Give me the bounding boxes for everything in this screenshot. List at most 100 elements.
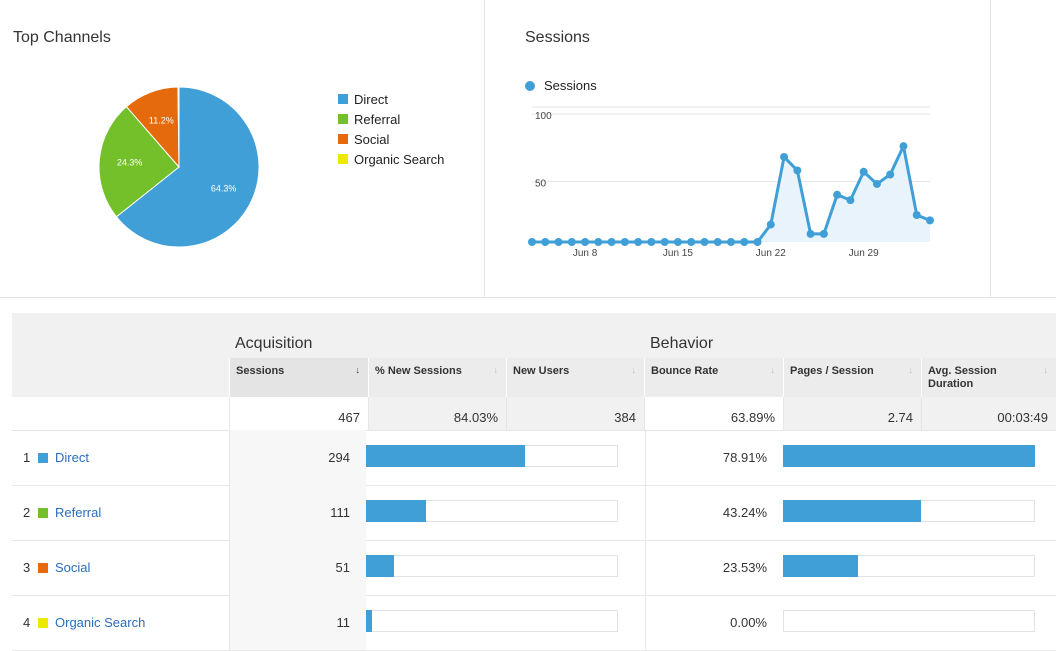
channel-color-swatch: [38, 453, 48, 463]
sessions-point[interactable]: [753, 238, 762, 246]
col-new-users[interactable]: New Users ↓: [506, 358, 644, 397]
channel-link[interactable]: Referral: [55, 505, 102, 520]
channel-color-swatch: [38, 618, 48, 628]
sessions-point[interactable]: [713, 238, 722, 246]
col-new-sessions[interactable]: % New Sessions ↓: [368, 358, 506, 397]
sort-icon: ↓: [493, 365, 499, 375]
legend-label: Organic Search: [354, 151, 445, 167]
sessions-title: Sessions: [525, 29, 590, 46]
col-sessions[interactable]: Sessions ↓: [229, 358, 368, 397]
sessions-value: 11: [230, 595, 366, 650]
table-row: 3 Social 51 23.53%: [12, 540, 1056, 596]
top-channels-title: Top Channels: [13, 29, 111, 46]
sessions-point[interactable]: [687, 238, 696, 246]
legend-swatch: [338, 134, 348, 144]
sessions-point[interactable]: [554, 238, 563, 246]
col-pages-session[interactable]: Pages / Session ↓: [783, 358, 921, 397]
legend-item-direct[interactable]: Direct: [338, 89, 444, 109]
sessions-point[interactable]: [899, 142, 908, 151]
bounce-rate-bar: [783, 445, 1035, 467]
legend-item-social[interactable]: Social: [338, 129, 444, 149]
sessions-point[interactable]: [700, 238, 709, 246]
x-tick-label: Jun 29: [849, 248, 879, 259]
pie-slice-label: 24.3%: [117, 157, 143, 167]
pie-slice-label: 64.3%: [211, 184, 237, 194]
sessions-point[interactable]: [620, 238, 629, 246]
legend-swatch: [338, 94, 348, 104]
sessions-point[interactable]: [581, 238, 590, 246]
legend-label: Referral: [354, 111, 401, 127]
sessions-point[interactable]: [607, 238, 616, 246]
acquisition-group-label: Acquisition: [235, 335, 313, 352]
channel-link[interactable]: Social: [55, 560, 91, 575]
total-new-sessions: 84.03%: [368, 397, 506, 430]
sessions-point[interactable]: [833, 190, 842, 199]
sessions-value: 111: [230, 485, 366, 540]
sessions-point[interactable]: [926, 216, 934, 225]
sessions-point[interactable]: [780, 152, 789, 161]
sessions-point[interactable]: [793, 166, 802, 175]
sessions-point[interactable]: [912, 211, 921, 219]
bounce-rate-fill: [783, 500, 921, 522]
channel-link[interactable]: Organic Search: [55, 615, 146, 630]
sessions-share-bar: [366, 555, 618, 577]
pie-slice-organic-search[interactable]: [177, 86, 180, 168]
sessions-point[interactable]: [859, 167, 868, 176]
sessions-line-chart: 100 50 Jun 8 Jun 15 Jun 22 Jun 29: [528, 106, 934, 259]
sessions-point[interactable]: [594, 238, 603, 246]
channel-color-swatch: [38, 563, 48, 573]
bounce-rate-bar: [783, 500, 1035, 522]
bounce-rate-bar: [783, 610, 1035, 632]
sessions-share-bar: [366, 610, 618, 632]
x-tick-label: Jun 8: [573, 248, 598, 259]
legend-item-organic-search[interactable]: Organic Search: [338, 149, 444, 169]
top-channels-panel: Top Channels 64.3% 24.3% 11.2% Direct Refer…: [0, 0, 485, 297]
sessions-point[interactable]: [886, 170, 895, 179]
sessions-point[interactable]: [528, 238, 536, 246]
sessions-point[interactable]: [806, 229, 815, 238]
sessions-point[interactable]: [647, 238, 656, 246]
col-avg-session-duration[interactable]: Avg. Session Duration ↓: [921, 358, 1056, 397]
total-pages-session: 2.74: [783, 397, 921, 430]
sessions-point[interactable]: [740, 238, 749, 246]
sessions-point[interactable]: [727, 238, 735, 246]
section-divider: [0, 297, 1056, 298]
sessions-point[interactable]: [846, 196, 855, 205]
sessions-share-fill: [366, 445, 525, 467]
total-new-users: 384: [506, 397, 644, 430]
bounce-rate-value: 43.24%: [645, 485, 783, 540]
legend-swatch: [338, 114, 348, 124]
total-avg-duration: 00:03:49: [921, 397, 1056, 430]
legend-swatch: [338, 154, 348, 164]
sessions-point[interactable]: [634, 238, 643, 246]
sessions-share-fill: [366, 555, 394, 577]
sessions-point[interactable]: [872, 179, 881, 188]
sessions-share-fill: [366, 500, 426, 522]
sessions-point[interactable]: [660, 238, 669, 246]
table-row: 4 Organic Search 11 0.00%: [12, 595, 1056, 651]
channel-cell: 4 Organic Search: [12, 595, 230, 650]
pie-slice-label: 11.2%: [149, 116, 174, 126]
sessions-point[interactable]: [673, 238, 682, 246]
sessions-point[interactable]: [541, 238, 550, 246]
col-bounce-rate-label: Bounce Rate: [651, 365, 719, 377]
sessions-point[interactable]: [766, 220, 775, 229]
behavior-group-label: Behavior: [650, 335, 714, 352]
sessions-point[interactable]: [567, 238, 576, 246]
sessions-legend: Sessions: [525, 78, 597, 93]
channels-table: Acquisition Behavior Sessions ↓ % New Se…: [12, 313, 1056, 651]
row-rank: 4: [23, 615, 31, 630]
pie-slice-direct[interactable]: [115, 86, 260, 248]
table-row: 1 Direct 294 78.91%: [12, 430, 1056, 486]
col-bounce-rate[interactable]: Bounce Rate ↓: [644, 358, 783, 397]
legend-item-referral[interactable]: Referral: [338, 109, 444, 129]
row-rank: 2: [23, 505, 31, 520]
pie-slice-referral[interactable]: [98, 105, 180, 218]
channel-cell: 2 Referral: [12, 485, 230, 540]
y-tick-label: 50: [535, 179, 547, 190]
col-new-users-label: New Users: [513, 365, 570, 377]
col-sessions-label: Sessions: [236, 365, 285, 377]
sessions-point[interactable]: [819, 229, 828, 238]
channel-link[interactable]: Direct: [55, 450, 89, 465]
sessions-share-bar: [366, 500, 618, 522]
